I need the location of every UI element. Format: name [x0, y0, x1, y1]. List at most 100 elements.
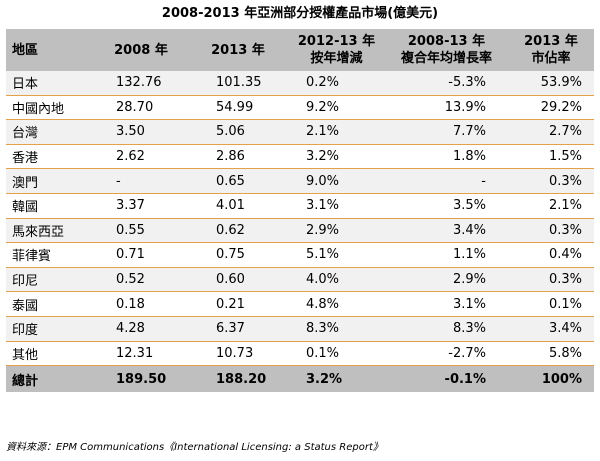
cell-region: 印度: [6, 316, 94, 342]
table-row: 印尼 0.52 0.60 4.0% 2.9% 0.3%: [6, 267, 594, 293]
cell-market-share: 29.2%: [508, 95, 594, 121]
table-row: 台灣 3.50 5.06 2.1% 7.7% 2.7%: [6, 119, 594, 145]
total-cell-2013: 188.20: [188, 365, 288, 393]
cell-cagr: 3.1%: [385, 291, 508, 317]
cell-region: 其他: [6, 341, 94, 367]
total-cell-market-share: 100%: [508, 365, 594, 393]
cell-2013: 0.60: [188, 267, 288, 293]
cell-2013: 10.73: [188, 341, 288, 367]
cell-cagr: 3.5%: [385, 193, 508, 219]
cell-2013: 101.35: [188, 71, 288, 96]
cell-2008: 0.52: [94, 267, 188, 293]
cell-2008: 3.37: [94, 193, 188, 219]
cell-yoy-change: 3.1%: [288, 193, 385, 219]
cell-2013: 6.37: [188, 316, 288, 342]
cell-yoy-change: 0.1%: [288, 341, 385, 367]
cell-yoy-change: 9.0%: [288, 168, 385, 194]
cell-market-share: 0.1%: [508, 291, 594, 317]
cell-market-share: 53.9%: [508, 71, 594, 96]
cell-2008: 132.76: [94, 71, 188, 96]
table-row: 香港 2.62 2.86 3.2% 1.8% 1.5%: [6, 144, 594, 170]
cell-region: 澳門: [6, 168, 94, 194]
cell-region: 韓國: [6, 193, 94, 219]
table-row: 印度 4.28 6.37 8.3% 8.3% 3.4%: [6, 316, 594, 342]
header-row: 地區 2008 年 2013 年 2012-13 年按年增減 2008-13 年…: [6, 29, 594, 71]
cell-region: 香港: [6, 144, 94, 170]
table-row: 馬來西亞 0.55 0.62 2.9% 3.4% 0.3%: [6, 218, 594, 244]
cell-cagr: 1.8%: [385, 144, 508, 170]
source-note: 資料來源：EPM Communications《International Li…: [6, 442, 383, 453]
cell-cagr: 2.9%: [385, 267, 508, 293]
table-row: 菲律賓 0.71 0.75 5.1% 1.1% 0.4%: [6, 242, 594, 268]
cell-cagr: 3.4%: [385, 218, 508, 244]
cell-2008: 2.62: [94, 144, 188, 170]
table-row: 韓國 3.37 4.01 3.1% 3.5% 2.1%: [6, 193, 594, 219]
cell-2008: 12.31: [94, 341, 188, 367]
cell-market-share: 0.3%: [508, 218, 594, 244]
cell-yoy-change: 4.8%: [288, 291, 385, 317]
cell-market-share: 2.7%: [508, 119, 594, 145]
cell-cagr: -: [385, 168, 508, 194]
cell-cagr: -2.7%: [385, 341, 508, 367]
cell-2008: -: [94, 168, 188, 194]
cell-2013: 5.06: [188, 119, 288, 145]
cell-market-share: 0.3%: [508, 168, 594, 194]
cell-2008: 0.18: [94, 291, 188, 317]
table-title: 2008-2013 年亞洲部分授權產品市場(億美元): [161, 6, 439, 21]
licensing-market-table: 地區 2008 年 2013 年 2012-13 年按年增減 2008-13 年…: [6, 29, 594, 393]
cell-2013: 2.86: [188, 144, 288, 170]
total-cell-region: 總計: [6, 365, 94, 393]
cell-region: 印尼: [6, 267, 94, 293]
cell-market-share: 3.4%: [508, 316, 594, 342]
table-row: 澳門 -0.65 9.0% -0.3%: [6, 168, 594, 194]
cell-yoy-change: 8.3%: [288, 316, 385, 342]
table-row: 泰國 0.18 0.21 4.8% 3.1% 0.1%: [6, 291, 594, 317]
cell-2013: 54.99: [188, 95, 288, 121]
cell-cagr: 7.7%: [385, 119, 508, 145]
cell-cagr: 13.9%: [385, 95, 508, 121]
cell-region: 泰國: [6, 291, 94, 317]
cell-2013: 0.75: [188, 242, 288, 268]
cell-2013: 0.62: [188, 218, 288, 244]
cell-region: 日本: [6, 71, 94, 96]
cell-market-share: 5.8%: [508, 341, 594, 367]
total-cell-cagr: -0.1%: [385, 365, 508, 393]
cell-yoy-change: 9.2%: [288, 95, 385, 121]
cell-region: 中國內地: [6, 95, 94, 121]
cell-region: 台灣: [6, 119, 94, 145]
cell-yoy-change: 2.1%: [288, 119, 385, 145]
cell-market-share: 2.1%: [508, 193, 594, 219]
cell-2013: 0.65: [188, 168, 288, 194]
cell-2008: 0.55: [94, 218, 188, 244]
total-row: 總計 189.50 188.20 3.2% -0.1% 100%: [6, 365, 594, 393]
cell-2008: 4.28: [94, 316, 188, 342]
cell-market-share: 1.5%: [508, 144, 594, 170]
header-region: 地區: [6, 29, 94, 71]
cell-yoy-change: 0.2%: [288, 71, 385, 96]
cell-yoy-change: 4.0%: [288, 267, 385, 293]
header-cagr: 2008-13 年複合年均增長率: [385, 29, 508, 71]
header-2013: 2013 年: [188, 29, 288, 71]
cell-yoy-change: 3.2%: [288, 144, 385, 170]
cell-2008: 28.70: [94, 95, 188, 121]
cell-market-share: 0.3%: [508, 267, 594, 293]
table-row: 其他 12.31 10.73 0.1% -2.7% 5.8%: [6, 341, 594, 367]
cell-2013: 0.21: [188, 291, 288, 317]
total-cell-2008: 189.50: [94, 365, 188, 393]
cell-yoy-change: 2.9%: [288, 218, 385, 244]
cell-2008: 3.50: [94, 119, 188, 145]
cell-cagr: -5.3%: [385, 71, 508, 96]
table-row: 中國內地 28.70 54.99 9.2% 13.9% 29.2%: [6, 95, 594, 121]
cell-cagr: 1.1%: [385, 242, 508, 268]
header-market-share: 2013 年市佔率: [508, 29, 594, 71]
cell-market-share: 0.4%: [508, 242, 594, 268]
cell-2013: 4.01: [188, 193, 288, 219]
header-2008: 2008 年: [94, 29, 188, 71]
cell-region: 菲律賓: [6, 242, 94, 268]
cell-2008: 0.71: [94, 242, 188, 268]
header-yoy-change: 2012-13 年按年增減: [288, 29, 385, 71]
total-cell-yoy-change: 3.2%: [288, 365, 385, 393]
table-row: 日本 132.76 101.35 0.2% -5.3% 53.9%: [6, 71, 594, 96]
cell-yoy-change: 5.1%: [288, 242, 385, 268]
cell-cagr: 8.3%: [385, 316, 508, 342]
